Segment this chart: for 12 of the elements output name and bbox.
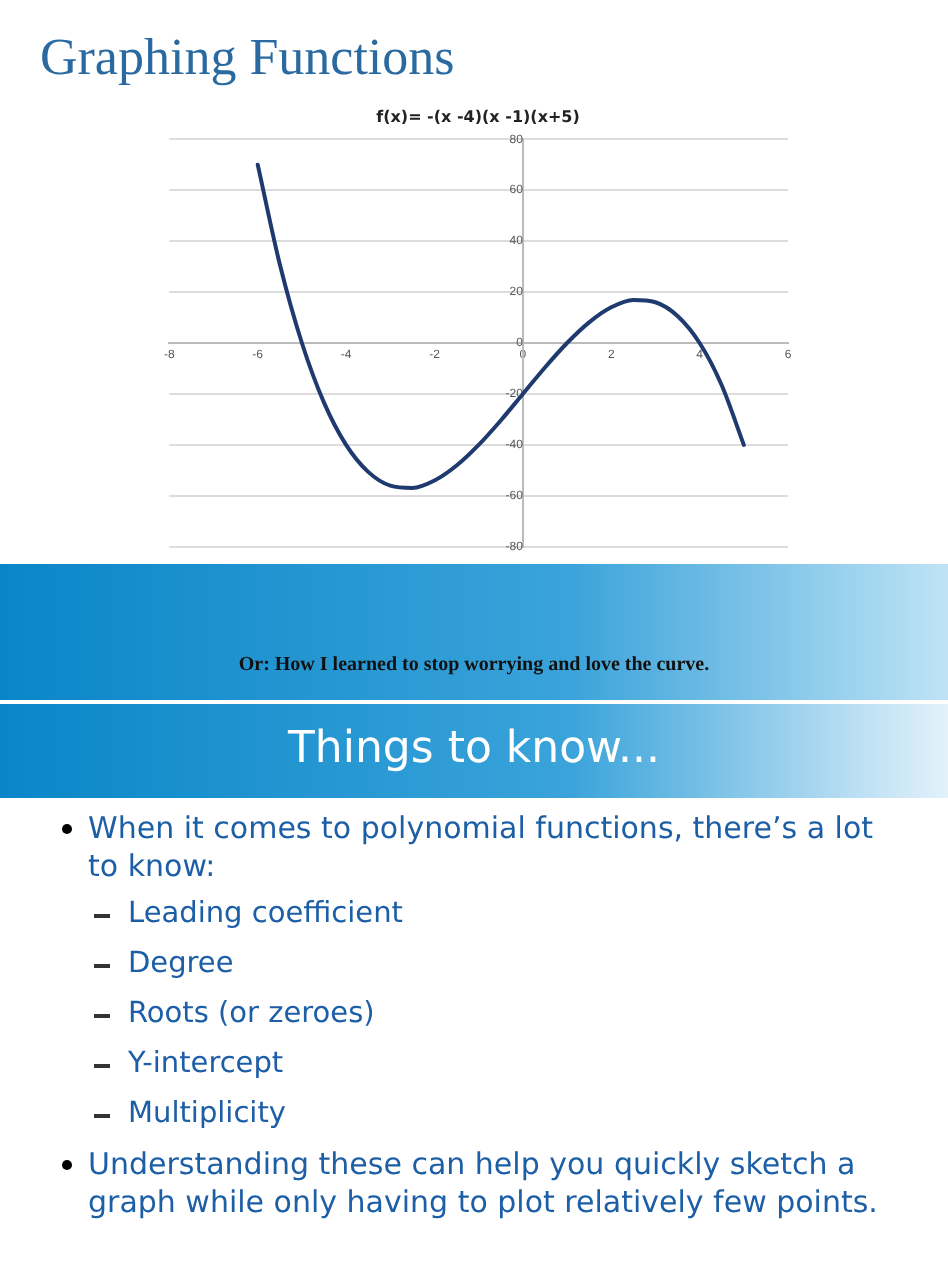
text: Leading coefficient [128, 898, 403, 930]
chart-subtitle: f(x)= -(x -4)(x -1)(x+5) [376, 107, 580, 126]
text: Multiplicity [128, 1098, 286, 1130]
text: Or: How I learned to stop worrying and love the curve. [236, 654, 712, 676]
text: When it comes to polynomial functions, there’s a lot to know: [88, 810, 874, 884]
text: Things to know... [285, 724, 663, 774]
line-series [255, 162, 746, 490]
text: Y-intercept [128, 1048, 284, 1080]
text: Degree [128, 948, 234, 980]
chart-title: Graphing Functions [40, 28, 455, 88]
text: Understanding these can help you quickly sketch a graph while only having to plot relatively few points. [88, 1146, 878, 1220]
text: Roots (or zeroes) [128, 998, 375, 1030]
